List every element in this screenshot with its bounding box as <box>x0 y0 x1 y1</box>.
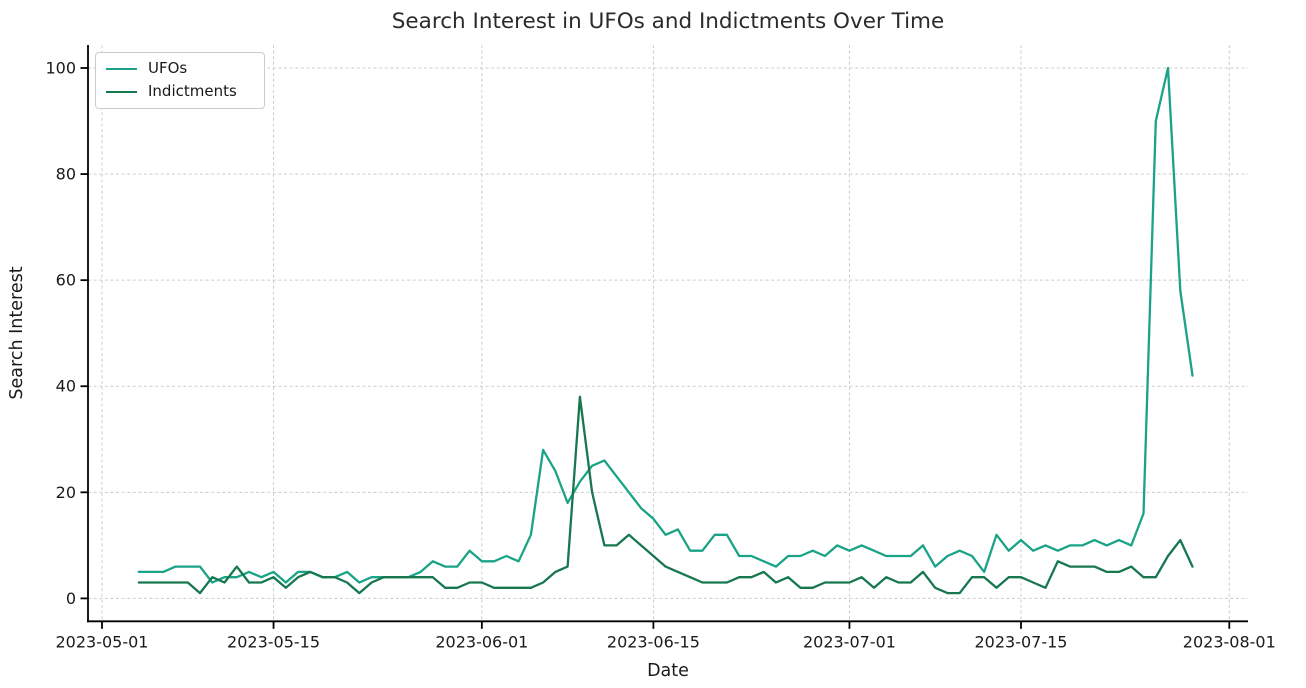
gridlines <box>88 45 1248 622</box>
y-tick-label: 20 <box>56 483 76 502</box>
legend-label-ufos: UFOs <box>148 59 188 77</box>
x-axis-label: Date <box>647 661 689 681</box>
legend-line-indictments-swatch <box>106 90 137 93</box>
x-tick-label: 2023-05-01 <box>56 632 149 651</box>
legend-label-indictments: Indictments <box>148 82 237 100</box>
x-tick-label: 2023-07-15 <box>975 632 1068 651</box>
series-line-indictments <box>137 395 1194 595</box>
axes: 0 20 40 60 80 100 2023-05-01 2023-05-15 2023-06-… <box>45 45 1276 651</box>
series-lines <box>137 66 1194 595</box>
y-tick-label: 40 <box>56 377 76 396</box>
legend-item-ufos: UFOs <box>106 61 250 76</box>
series-line-ufos <box>137 66 1194 584</box>
y-tick-label: 0 <box>66 589 76 608</box>
x-tick-label: 2023-08-01 <box>1183 632 1276 651</box>
x-tick-label: 2023-07-01 <box>803 632 896 651</box>
legend: UFOs Indictments <box>95 52 265 109</box>
y-axis-label: Search Interest <box>7 266 27 399</box>
x-tick-label: 2023-06-01 <box>435 632 528 651</box>
chart-title: Search Interest in UFOs and Indictments … <box>392 9 944 34</box>
x-tick-label: 2023-05-15 <box>227 632 320 651</box>
y-tick-label: 80 <box>56 165 76 184</box>
legend-line-ufos-swatch <box>106 67 137 70</box>
y-tick-label: 100 <box>45 59 76 78</box>
legend-item-indictments: Indictments <box>106 84 250 99</box>
y-tick-label: 60 <box>56 271 76 290</box>
x-tick-label: 2023-06-15 <box>607 632 700 651</box>
